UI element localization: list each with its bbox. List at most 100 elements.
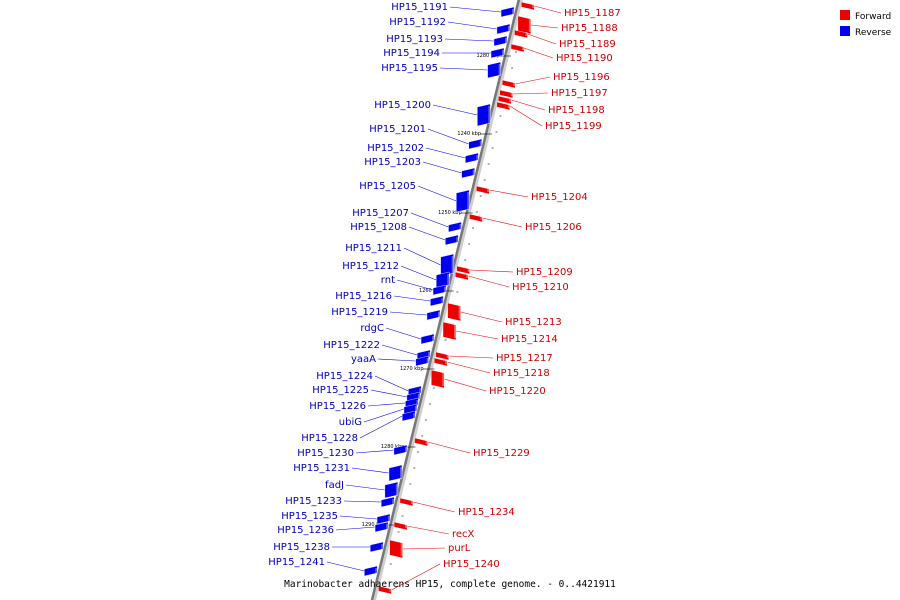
reverse-gene-label[interactable]: HP15_1205: [359, 181, 416, 192]
reverse-gene-block[interactable]: [436, 271, 450, 289]
reverse-gene-block[interactable]: [432, 284, 447, 296]
forward-gene-block[interactable]: [434, 357, 448, 367]
forward-gene-block[interactable]: [502, 79, 516, 89]
forward-gene-label[interactable]: HP15_1220: [489, 386, 546, 397]
forward-gene-label[interactable]: HP15_1188: [561, 23, 618, 34]
reverse-gene-label[interactable]: yaaA: [351, 354, 376, 365]
reverse-gene-block[interactable]: [477, 103, 491, 127]
reverse-gene-label[interactable]: HP15_1233: [285, 496, 342, 507]
forward-gene-block[interactable]: [442, 321, 457, 341]
forward-gene-block[interactable]: [389, 539, 403, 559]
reverse-gene-label[interactable]: HP15_1230: [297, 448, 354, 459]
reverse-gene-label[interactable]: HP15_1219: [331, 307, 388, 318]
reverse-gene-block[interactable]: [496, 23, 511, 35]
forward-gene-label[interactable]: HP15_1217: [496, 353, 553, 364]
reverse-gene-block[interactable]: [500, 6, 515, 18]
forward-gene-block[interactable]: [499, 89, 513, 99]
reverse-gene-block[interactable]: [376, 513, 391, 525]
reverse-gene-block[interactable]: [380, 496, 395, 508]
reverse-gene-block[interactable]: [430, 295, 444, 307]
reverse-gene-label[interactable]: HP15_1241: [268, 557, 325, 568]
forward-gene-label[interactable]: HP15_1213: [505, 317, 562, 328]
forward-gene-block[interactable]: [476, 185, 490, 195]
reverse-gene-block[interactable]: [440, 253, 454, 277]
reverse-gene-block[interactable]: [461, 167, 475, 179]
forward-gene-label[interactable]: HP15_1234: [458, 507, 515, 518]
reverse-gene-label[interactable]: HP15_1202: [367, 143, 424, 154]
forward-gene-label[interactable]: HP15_1204: [531, 192, 588, 203]
forward-gene-block[interactable]: [517, 15, 532, 35]
forward-gene-label[interactable]: HP15_1197: [551, 88, 608, 99]
reverse-gene-block[interactable]: [374, 521, 389, 533]
reverse-gene-block[interactable]: [369, 541, 384, 553]
reverse-gene-label[interactable]: HP15_1203: [364, 157, 421, 168]
reverse-gene-label[interactable]: HP15_1208: [350, 222, 407, 233]
forward-gene-block[interactable]: [456, 265, 470, 275]
reverse-gene-block[interactable]: [490, 47, 505, 59]
forward-gene-block[interactable]: [399, 497, 414, 507]
forward-gene-label[interactable]: HP15_1229: [473, 448, 530, 459]
forward-gene-label[interactable]: HP15_1240: [443, 559, 500, 570]
reverse-gene-label[interactable]: HP15_1238: [273, 542, 330, 553]
reverse-gene-label[interactable]: HP15_1231: [293, 463, 350, 474]
forward-gene-label[interactable]: HP15_1198: [548, 105, 605, 116]
reverse-gene-label[interactable]: rnt: [381, 275, 395, 286]
forward-gene-label[interactable]: purL: [448, 543, 471, 554]
forward-gene-label[interactable]: HP15_1206: [525, 222, 582, 233]
forward-gene-label[interactable]: HP15_1218: [493, 368, 550, 379]
reverse-gene-block[interactable]: [364, 565, 378, 577]
reverse-gene-block[interactable]: [465, 152, 479, 164]
reverse-gene-label[interactable]: HP15_1226: [309, 401, 366, 412]
reverse-gene-label[interactable]: HP15_1222: [323, 340, 380, 351]
reverse-gene-label[interactable]: rdgC: [360, 323, 384, 334]
forward-gene-label[interactable]: HP15_1196: [553, 72, 610, 83]
reverse-gene-block[interactable]: [415, 355, 429, 367]
forward-gene-block[interactable]: [514, 29, 528, 39]
reverse-gene-block[interactable]: [445, 234, 459, 246]
reverse-gene-label[interactable]: HP15_1193: [386, 34, 443, 45]
reverse-gene-block[interactable]: [384, 481, 399, 499]
forward-gene-label[interactable]: HP15_1189: [559, 39, 616, 50]
reverse-gene-block[interactable]: [393, 444, 408, 456]
forward-gene-block[interactable]: [414, 437, 428, 447]
forward-gene-block[interactable]: [496, 101, 511, 111]
forward-gene-block[interactable]: [510, 43, 525, 53]
reverse-gene-label[interactable]: HP15_1216: [335, 291, 392, 302]
reverse-gene-block[interactable]: [420, 333, 435, 345]
reverse-gene-label[interactable]: HP15_1211: [345, 243, 402, 254]
forward-gene-block[interactable]: [521, 1, 535, 11]
forward-gene-label[interactable]: HP15_1210: [512, 282, 569, 293]
reverse-gene-label[interactable]: HP15_1225: [312, 385, 369, 396]
forward-gene-block[interactable]: [447, 302, 461, 322]
reverse-gene-label[interactable]: HP15_1212: [342, 261, 399, 272]
forward-gene-label[interactable]: HP15_1190: [556, 53, 613, 64]
reverse-gene-label[interactable]: ubiG: [339, 417, 362, 428]
forward-gene-block[interactable]: [469, 213, 483, 223]
reverse-gene-label[interactable]: HP15_1207: [352, 208, 409, 219]
reverse-gene-block[interactable]: [402, 410, 416, 422]
reverse-gene-block[interactable]: [388, 464, 403, 482]
reverse-gene-label[interactable]: HP15_1228: [301, 433, 358, 444]
reverse-gene-block[interactable]: [493, 35, 508, 47]
forward-gene-label[interactable]: HP15_1209: [516, 267, 573, 278]
forward-gene-label[interactable]: HP15_1214: [501, 334, 558, 345]
forward-gene-block[interactable]: [455, 271, 469, 281]
reverse-gene-label[interactable]: HP15_1224: [316, 371, 373, 382]
forward-gene-block[interactable]: [435, 351, 449, 361]
forward-gene-block[interactable]: [498, 95, 512, 105]
reverse-gene-block[interactable]: [456, 189, 470, 213]
reverse-gene-label[interactable]: HP15_1195: [381, 63, 438, 74]
reverse-gene-label[interactable]: HP15_1191: [391, 2, 448, 13]
reverse-gene-label[interactable]: fadJ: [325, 480, 344, 491]
forward-gene-block[interactable]: [431, 369, 445, 389]
reverse-gene-label[interactable]: HP15_1194: [383, 48, 440, 59]
forward-gene-label[interactable]: recX: [452, 529, 475, 540]
reverse-gene-label[interactable]: HP15_1200: [374, 100, 431, 111]
forward-gene-block[interactable]: [393, 521, 408, 531]
forward-gene-label[interactable]: HP15_1187: [564, 8, 621, 19]
reverse-gene-label[interactable]: HP15_1235: [281, 511, 338, 522]
reverse-gene-block[interactable]: [468, 138, 482, 150]
reverse-gene-block[interactable]: [448, 221, 462, 233]
reverse-gene-label[interactable]: HP15_1201: [369, 124, 426, 135]
reverse-gene-block[interactable]: [487, 61, 501, 79]
